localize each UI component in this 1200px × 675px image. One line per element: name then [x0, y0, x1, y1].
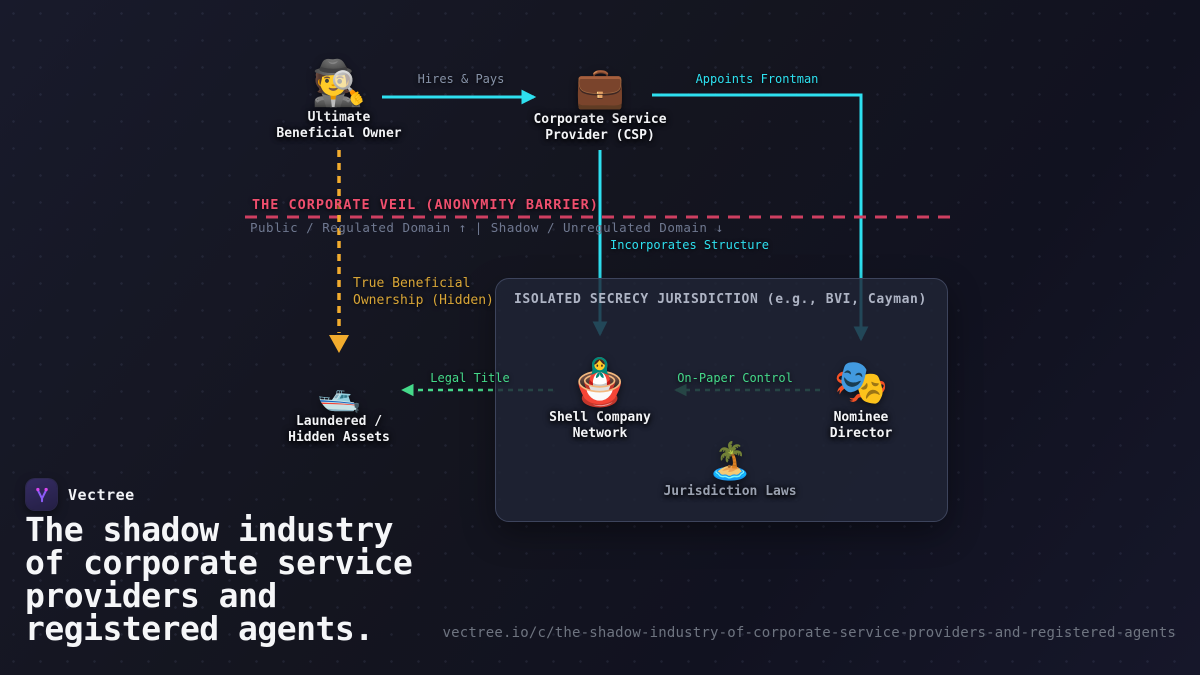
corporate-veil-subtitle: Public / Regulated Domain ↑ | Shadow / U…: [250, 220, 724, 235]
footer-url: vectree.io/c/the-shadow-industry-of-corp…: [442, 625, 1176, 641]
node-csp-label: Corporate Service Provider (CSP): [533, 112, 666, 143]
edge-label-on-paper-control: On-Paper Control: [677, 371, 793, 385]
secrecy-jurisdiction-title: ISOLATED SECRECY JURISDICTION (e.g., BVI…: [514, 292, 927, 307]
page-title-line2: of corporate service: [25, 543, 413, 582]
detective-icon: 🕵️: [311, 58, 367, 109]
node-ubo-label: Ultimate Beneficial Owner: [276, 110, 401, 141]
node-assets-label-line2: Hidden Assets: [288, 429, 390, 445]
node-shell-label-line1: Shell Company: [549, 410, 651, 425]
node-ultimate-beneficial-owner: 🕵️ Ultimate Beneficial Owner: [276, 58, 401, 141]
node-nominee-label: Nominee Director: [830, 410, 893, 441]
node-laundered-hidden-assets: 🛥️ Laundered / Hidden Assets: [288, 374, 390, 445]
edge-label-hires-and-pays: Hires & Pays: [417, 72, 505, 86]
true-ownership-label-line1: True Beneficial: [353, 276, 471, 291]
node-csp-label-line1: Corporate Service: [533, 112, 667, 127]
corporate-veil-title: THE CORPORATE VEIL (ANONYMITY BARRIER): [252, 197, 599, 213]
vectree-logo: [26, 479, 57, 510]
secrecy-jurisdiction-box: ISOLATED SECRECY JURISDICTION (e.g., BVI…: [495, 278, 948, 522]
vectree-branch-icon: [35, 487, 48, 502]
node-ubo-label-line2: Beneficial Owner: [276, 125, 402, 141]
edge-label-true-beneficial-ownership: True Beneficial Ownership (Hidden): [353, 276, 494, 309]
nesting-doll-icon: 🪆: [571, 355, 629, 409]
node-ubo-label-line1: Ultimate: [307, 110, 371, 125]
edge-label-incorporates-structure: Incorporates Structure: [610, 238, 769, 252]
node-jurisdiction-laws-text: Jurisdiction Laws: [663, 484, 797, 499]
node-shell-label: Shell Company Network: [549, 410, 651, 441]
node-csp-label-line2: Provider (CSP): [545, 127, 655, 143]
node-assets-label: Laundered / Hidden Assets: [288, 414, 390, 445]
desert-island-icon: 🏝️: [707, 441, 753, 482]
page-title: The shadow industry of corporate service…: [25, 513, 495, 645]
node-nominee-label-line1: Nominee: [833, 410, 889, 425]
brand-name: Vectree: [68, 486, 135, 504]
node-jurisdiction-laws-label: Jurisdiction Laws: [663, 484, 796, 500]
page-title-line1: The shadow industry: [25, 510, 394, 549]
theater-masks-icon: 🎭: [833, 357, 889, 408]
node-assets-label-line1: Laundered /: [295, 414, 383, 429]
motorboat-icon: 🛥️: [316, 373, 362, 414]
true-ownership-label-line2: Ownership (Hidden): [353, 292, 494, 308]
page-title-line4: registered agents.: [25, 609, 374, 648]
node-nominee-label-line2: Director: [829, 425, 893, 441]
node-shell-label-line2: Network: [572, 425, 628, 441]
edge-label-appoints-frontman: Appoints Frontman: [695, 72, 819, 86]
node-corporate-service-provider: 💼 Corporate Service Provider (CSP): [533, 64, 666, 143]
node-jurisdiction-laws: 🏝️ Jurisdiction Laws: [663, 440, 796, 500]
edge-true-ownership-arrowhead: [329, 335, 349, 353]
node-shell-company-network: 🪆 Shell Company Network: [549, 354, 651, 441]
node-nominee-director: 🎭 Nominee Director: [830, 356, 893, 441]
briefcase-icon: 💼: [575, 65, 625, 111]
edge-label-legal-title: Legal Title: [430, 371, 510, 385]
page-title-line3: providers and: [25, 576, 277, 615]
